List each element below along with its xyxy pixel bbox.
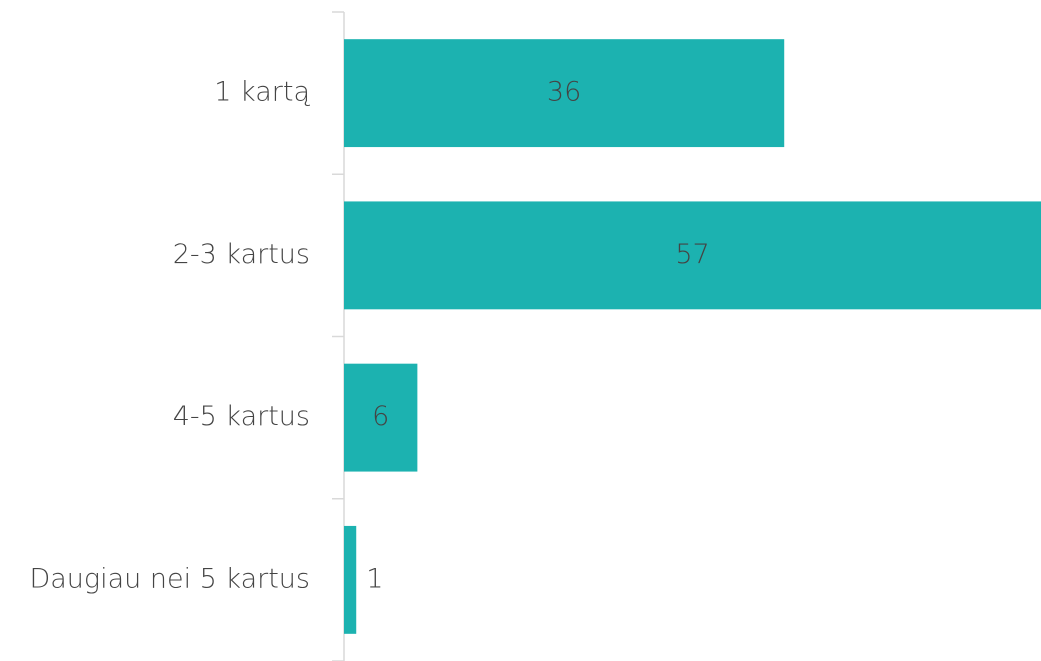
data-label: 57 (675, 239, 709, 270)
bar (344, 363, 418, 472)
y-tick-label: 4-5 kartus (173, 401, 310, 432)
data-label: 1 (366, 563, 383, 594)
y-tick-label: 1 kartą (214, 77, 310, 108)
bar (344, 201, 1041, 310)
y-tick-label: Daugiau nei 5 kartus (29, 563, 310, 594)
bar (344, 525, 357, 634)
data-label: 36 (547, 77, 581, 108)
data-label: 6 (372, 401, 389, 432)
y-tick-label: 2-3 kartus (173, 239, 310, 270)
bar (344, 39, 785, 148)
